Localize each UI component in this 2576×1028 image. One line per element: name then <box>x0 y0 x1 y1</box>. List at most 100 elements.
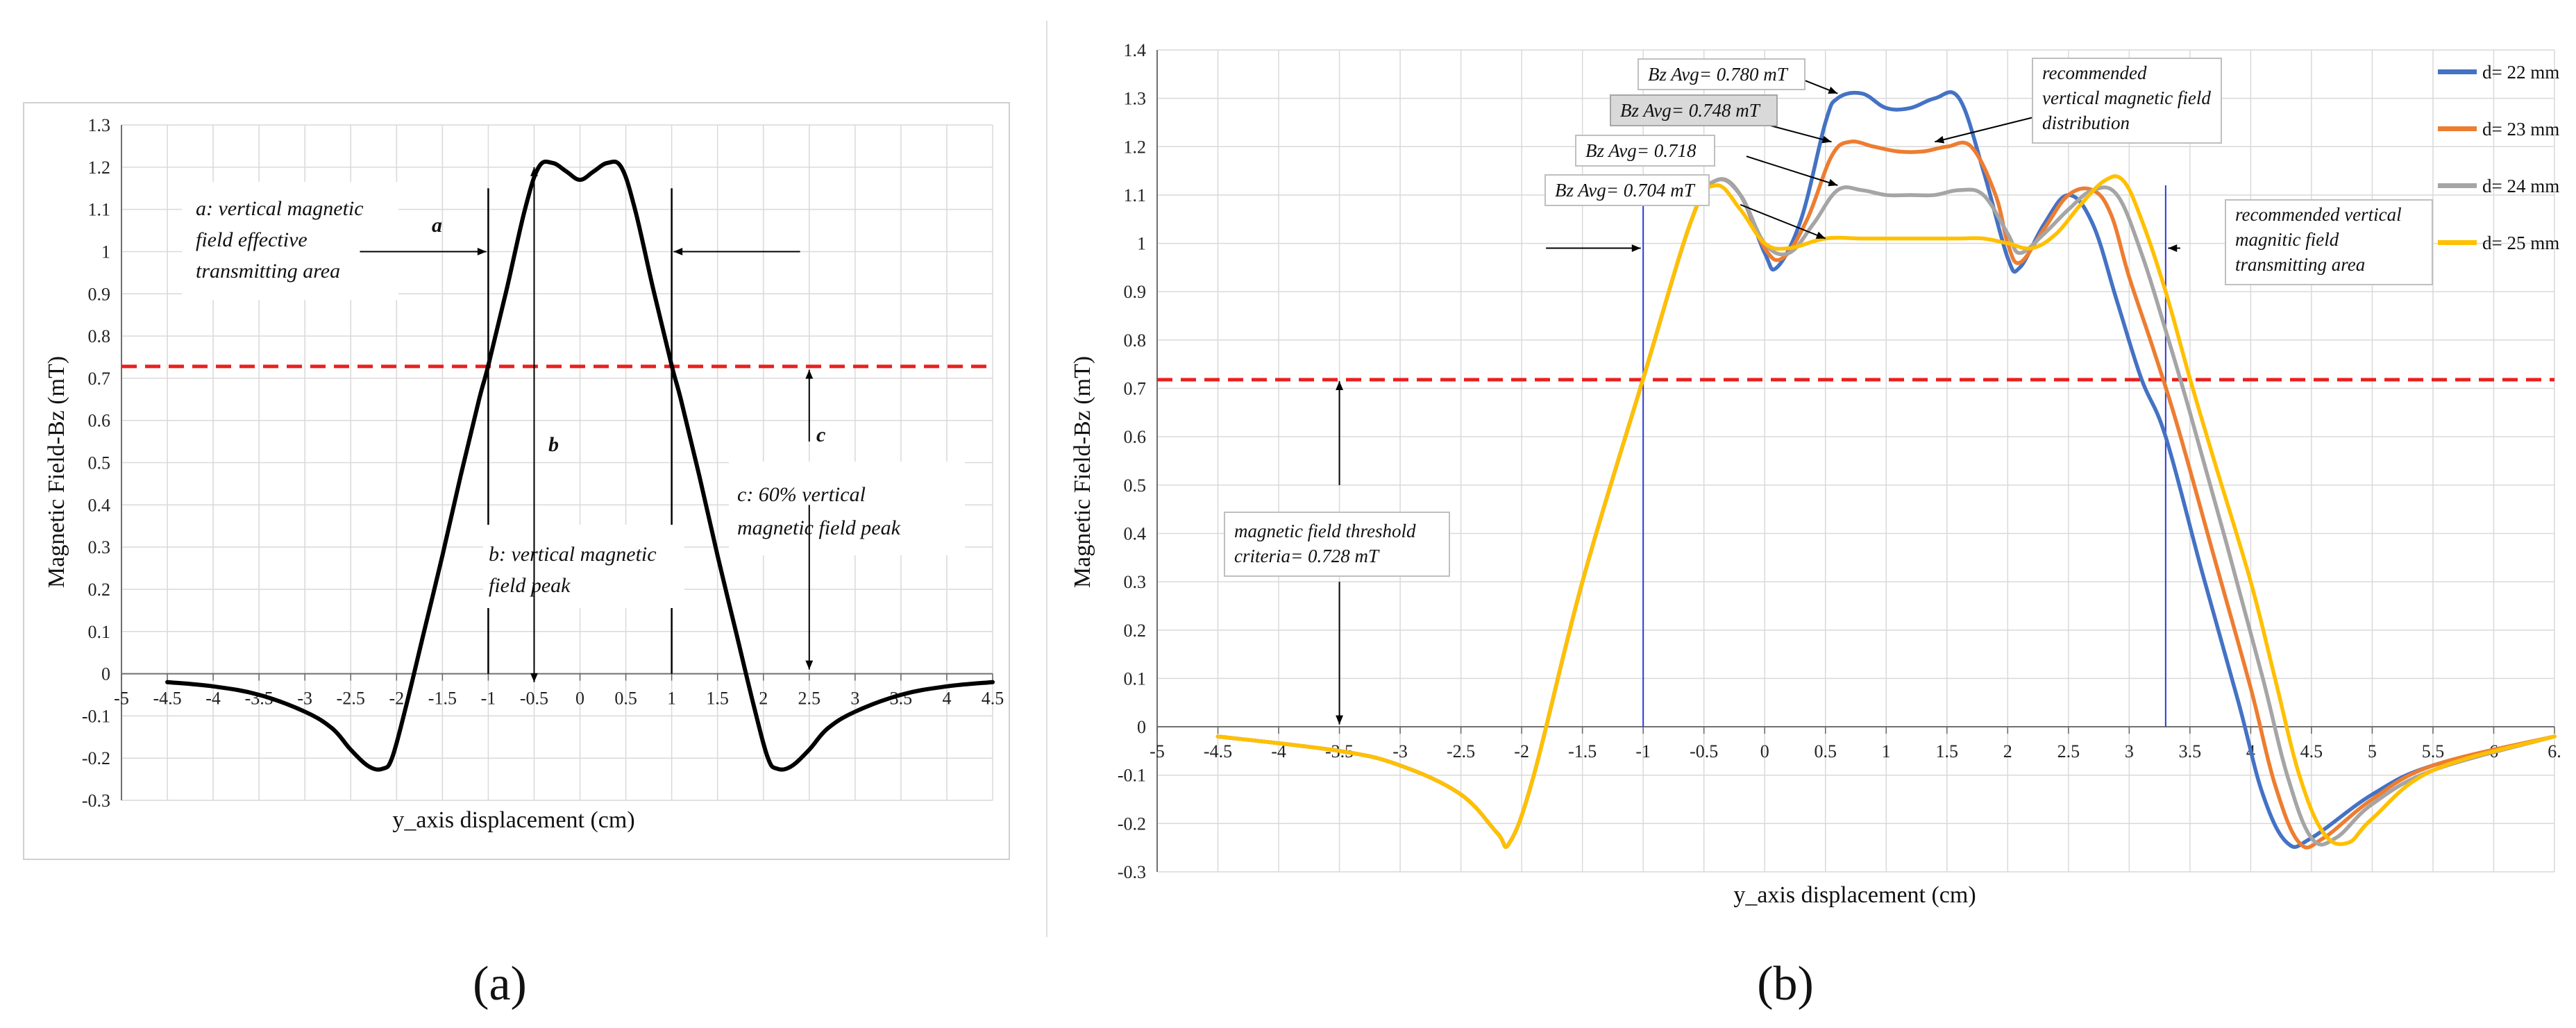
y-tick-label: -0.2 <box>82 748 110 768</box>
arrow-left-boundary <box>1546 244 1641 253</box>
panel-b-y-ticks: -0.3 -0.2 -0.1 0 0.1 0.2 0.3 0.4 0.5 0.6 0.7 0.8 0.9… <box>1118 40 1146 882</box>
y-tick-label: 0.6 <box>1124 427 1147 447</box>
x-tick-label: 1 <box>1882 741 1891 761</box>
y-tick-label: 0.1 <box>88 622 111 642</box>
x-tick-label: -4.5 <box>1204 741 1232 761</box>
arrow-avg-704 <box>1740 203 1826 239</box>
panel-b-series <box>1215 90 2557 850</box>
panel-b-rec-dist-line1: recommended <box>2042 62 2147 83</box>
panel-a-y-axis-label: Magnetic Field-Bz (mT) <box>44 356 69 588</box>
arrow-avg-718 <box>1746 155 1838 187</box>
panel-b-label: (b) <box>1757 957 1814 1011</box>
x-tick-label: 4.5 <box>2300 741 2323 761</box>
panel-b-vertical-lines <box>1642 185 2166 727</box>
y-tick-label: 1.3 <box>88 115 111 135</box>
panel-a-annotation-a-line1: a: vertical magnetic <box>196 197 364 220</box>
arrow-rec-dist <box>1935 117 2032 144</box>
x-tick-label: -3 <box>1392 741 1408 761</box>
series-line-4 <box>1215 174 2557 849</box>
x-tick-label: -2.5 <box>337 689 365 709</box>
x-tick-label: -0.5 <box>1690 741 1718 761</box>
x-tick-label: 4.5 <box>982 689 1004 709</box>
y-tick-label: 1.2 <box>1124 137 1147 157</box>
x-tick-label: 4 <box>942 689 951 709</box>
panel-a-annotation-c-line2: magnetic field peak <box>737 516 901 539</box>
arrow-threshold-down <box>1336 582 1344 725</box>
panel-b-rec-area-box <box>2225 199 2433 285</box>
panel-b-rec-area-line2: magnitic field <box>2235 229 2339 250</box>
panel-b-rec-dist-box <box>2032 58 2222 144</box>
y-tick-label: 0.8 <box>88 326 111 346</box>
arrow-c-down <box>805 505 814 670</box>
x-tick-label: -1 <box>1635 741 1651 761</box>
y-tick-label: 0.5 <box>1124 475 1147 496</box>
panel-b-avg-718-label: Bz Avg= 0.718 <box>1585 140 1697 161</box>
series-line-1 <box>165 159 995 772</box>
x-tick-label: -2 <box>1514 741 1529 761</box>
y-tick-label: 1.2 <box>88 158 111 178</box>
panel-b-y-axis-label: Magnetic Field-Bz (mT) <box>1070 356 1095 588</box>
y-tick-label: 0.9 <box>88 284 111 304</box>
panel-b-rec-dist-line2: vertical magnetic field <box>2042 87 2211 108</box>
panel-a-y-ticks: -0.3 -0.2 -0.1 0 0.1 0.2 0.3 0.4 0.5 0.6 0.7 0.8 0.9… <box>82 115 110 811</box>
x-tick-label: 1.5 <box>1936 741 1959 761</box>
x-tick-label: 0 <box>1760 741 1769 761</box>
chart-panel-a: -0.3 -0.2 -0.1 0 0.1 0.2 0.3 0.4 0.5 0.6 0.7 0.8 0.9… <box>23 102 1010 1011</box>
legend-label-d24: d= 24 mm <box>2482 176 2559 196</box>
panel-b-rec-dist-line3: distribution <box>2042 112 2130 133</box>
legend-label-d23: d= 23 mm <box>2482 119 2559 140</box>
y-tick-label: 0.8 <box>1124 330 1147 351</box>
arrow-threshold-up <box>1336 381 1344 485</box>
y-tick-label: 0.9 <box>1124 282 1147 302</box>
x-tick-label: 3.5 <box>2179 741 2202 761</box>
panel-b-avg-748-label: Bz Avg= 0.748 mT <box>1620 100 1761 121</box>
y-tick-label: 0.3 <box>1124 572 1147 592</box>
panel-a-letter-b: b <box>548 433 559 456</box>
panel-b-threshold-line1: magnetic field threshold <box>1234 521 1416 541</box>
panel-a-annotation-a-box <box>182 182 398 300</box>
x-tick-label: 0 <box>575 689 584 709</box>
x-tick-label: -4 <box>1271 741 1286 761</box>
y-tick-label: 1 <box>101 242 110 262</box>
panel-b-rec-area-line1: recommended vertical <box>2235 204 2402 225</box>
y-tick-label: 0.2 <box>1124 621 1147 641</box>
y-tick-label: 1 <box>1137 234 1146 254</box>
x-tick-label: -1 <box>481 689 496 709</box>
x-tick-label: 6. <box>2548 741 2561 761</box>
panel-b-avg-704-label: Bz Avg= 0.704 mT <box>1555 180 1696 201</box>
y-tick-label: 1.3 <box>1124 89 1147 109</box>
y-tick-label: 0.5 <box>88 453 111 473</box>
y-tick-label: 0.7 <box>1124 379 1147 399</box>
x-tick-label: -0.5 <box>520 689 548 709</box>
y-tick-label: -0.1 <box>1118 766 1146 786</box>
panel-a-x-axis-label: y_axis displacement (cm) <box>392 807 634 833</box>
panel-b-legend: d= 22 mm d= 23 mm d= 24 mm d= 25 mm <box>2438 62 2559 253</box>
x-tick-label: 2 <box>759 689 768 709</box>
panel-b-avg-704-box <box>1544 174 1710 206</box>
panel-a-annotation-b-box <box>483 525 684 608</box>
x-tick-label: -2 <box>389 689 404 709</box>
panel-a-annotation-arrows <box>360 167 814 682</box>
panel-a-letter-c: c <box>816 423 825 446</box>
x-tick-label: 2.5 <box>2057 741 2080 761</box>
legend-swatch-d25 <box>2438 240 2477 245</box>
panel-b-threshold-box <box>1224 512 1450 577</box>
x-tick-label: 3 <box>2125 741 2134 761</box>
panel-b-x-axis-label: y_axis displacement (cm) <box>1733 882 1976 908</box>
x-tick-label: 3 <box>850 689 859 709</box>
y-tick-label: 0 <box>101 664 110 684</box>
y-tick-label: 0 <box>1137 717 1146 737</box>
legend-swatch-d23 <box>2438 126 2477 131</box>
panel-a-label: (a) <box>473 957 527 1011</box>
chart-panel-b: -0.3 -0.2 -0.1 0 0.1 0.2 0.3 0.4 0.5 0.6 0.7 0.8 0.9… <box>1046 21 2561 1011</box>
x-tick-label: 0.5 <box>1814 741 1837 761</box>
legend-swatch-d24 <box>2438 183 2477 188</box>
panel-a-annotation-b-line1: b: vertical magnetic <box>489 543 657 566</box>
x-tick-label: 5 <box>2368 741 2377 761</box>
x-tick-label: -1.5 <box>1568 741 1597 761</box>
x-tick-label: -5 <box>114 689 129 709</box>
panel-b-threshold-line2: criteria= 0.728 mT <box>1234 546 1380 566</box>
x-tick-label: -3 <box>297 689 312 709</box>
arrow-b-down <box>530 462 538 682</box>
